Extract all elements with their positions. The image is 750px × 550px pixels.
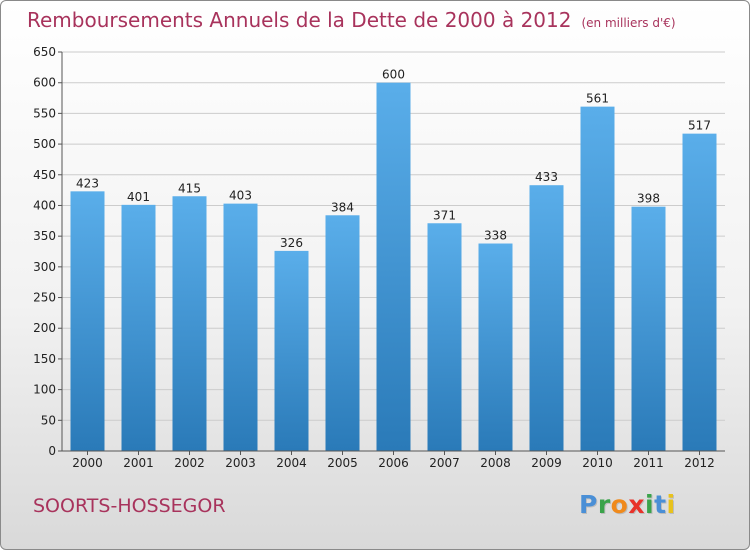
y-tick-label: 250 xyxy=(33,291,56,305)
bar-value-label: 600 xyxy=(382,68,405,82)
logo-letter: P xyxy=(579,490,598,519)
logo-letter: t xyxy=(654,490,667,519)
y-tick-label: 400 xyxy=(33,198,56,212)
logo-letter: r xyxy=(597,490,611,519)
y-tick-label: 450 xyxy=(33,168,56,182)
bar-2012 xyxy=(682,133,717,451)
bar-value-label: 423 xyxy=(76,176,99,190)
logo-letter: x xyxy=(628,490,645,519)
bar-2001 xyxy=(121,204,156,451)
x-tick-label: 2003 xyxy=(225,456,256,470)
logo-letter: o xyxy=(610,490,629,519)
bar-value-label: 384 xyxy=(331,200,354,214)
x-tick-label: 2010 xyxy=(582,456,613,470)
unit-note: (en milliers d'€) xyxy=(581,16,676,30)
y-tick-label: 500 xyxy=(33,137,56,151)
x-tick-label: 2005 xyxy=(327,456,358,470)
proxiti-logo: Proxiti xyxy=(579,490,676,519)
x-tick-label: 2004 xyxy=(276,456,307,470)
bar-2011 xyxy=(631,206,666,451)
y-tick-label: 550 xyxy=(33,106,56,120)
x-tick-label: 2007 xyxy=(429,456,460,470)
bar-value-label: 517 xyxy=(688,119,711,133)
x-tick-label: 2001 xyxy=(123,456,154,470)
bar-value-label: 433 xyxy=(535,170,558,184)
x-tick-label: 2012 xyxy=(684,456,715,470)
y-tick-label: 600 xyxy=(33,76,56,90)
bar-2006 xyxy=(376,82,411,451)
x-tick-label: 2011 xyxy=(633,456,664,470)
chart-title: Remboursements Annuels de la Dette de 20… xyxy=(27,8,676,32)
bar-2010 xyxy=(580,106,615,451)
bar-2007 xyxy=(427,223,462,451)
bar-value-label: 403 xyxy=(229,189,252,203)
bar-value-label: 371 xyxy=(433,208,456,222)
y-tick-label: 50 xyxy=(41,413,56,427)
bar-value-label: 338 xyxy=(484,229,507,243)
commune-name: SOORTS-HOSSEGOR xyxy=(33,495,226,517)
bar-2004 xyxy=(274,250,309,451)
x-tick-label: 2002 xyxy=(174,456,205,470)
bar-value-label: 401 xyxy=(127,190,150,204)
bar-2008 xyxy=(478,243,513,451)
y-tick-label: 300 xyxy=(33,260,56,274)
y-tick-label: 0 xyxy=(48,444,56,458)
x-tick-label: 2009 xyxy=(531,456,562,470)
x-tick-label: 2000 xyxy=(72,456,103,470)
bar-2003 xyxy=(223,203,258,451)
y-tick-label: 150 xyxy=(33,352,56,366)
x-tick-label: 2008 xyxy=(480,456,511,470)
bar-value-label: 398 xyxy=(637,192,660,206)
bars: 423 401 415 403 326 384 600 371 338 433 561 398 517 xyxy=(70,68,717,451)
bar-value-label: 326 xyxy=(280,236,303,250)
y-tick-label: 100 xyxy=(33,383,56,397)
axes: 0 50 100 150 200 250 300 350 400 450 500 550 600 650 2… xyxy=(33,45,725,470)
logo-letter: i xyxy=(666,490,676,519)
chart-title-text: Remboursements Annuels de la Dette de 20… xyxy=(27,8,572,32)
x-tick-label: 2006 xyxy=(378,456,409,470)
bar-value-label: 561 xyxy=(586,92,609,106)
bar-2005 xyxy=(325,215,360,451)
y-tick-label: 350 xyxy=(33,229,56,243)
bar-2000 xyxy=(70,191,105,451)
y-tick-label: 650 xyxy=(33,45,56,59)
logo-letter: i xyxy=(645,490,655,519)
y-tick-label: 200 xyxy=(33,321,56,335)
bar-2009 xyxy=(529,185,564,451)
bar-value-label: 415 xyxy=(178,181,201,195)
bar-2002 xyxy=(172,196,207,451)
